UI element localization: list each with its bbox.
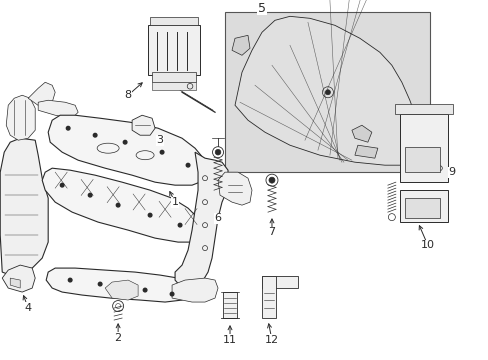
Circle shape <box>68 278 72 282</box>
Polygon shape <box>2 265 35 292</box>
Polygon shape <box>152 82 196 90</box>
Bar <box>152 72 196 82</box>
Circle shape <box>123 140 127 144</box>
Circle shape <box>60 183 64 187</box>
Circle shape <box>186 163 189 167</box>
Polygon shape <box>42 168 202 242</box>
Bar <box>399 114 447 182</box>
Circle shape <box>148 213 152 217</box>
Text: 11: 11 <box>223 335 237 345</box>
Circle shape <box>88 193 92 197</box>
Circle shape <box>268 177 274 183</box>
Polygon shape <box>48 115 207 185</box>
Polygon shape <box>132 115 155 135</box>
Bar <box>399 190 447 222</box>
Polygon shape <box>6 95 35 140</box>
Polygon shape <box>354 145 377 158</box>
Circle shape <box>143 288 146 292</box>
Circle shape <box>325 90 330 95</box>
Text: 7: 7 <box>268 227 275 237</box>
Bar <box>404 198 439 218</box>
Polygon shape <box>38 100 78 118</box>
Circle shape <box>98 282 102 286</box>
Polygon shape <box>175 152 227 288</box>
Circle shape <box>116 203 120 207</box>
Polygon shape <box>262 276 297 288</box>
Text: 4: 4 <box>24 303 32 313</box>
Bar <box>394 104 452 114</box>
Polygon shape <box>10 278 20 288</box>
Bar <box>224 12 429 172</box>
Bar <box>404 147 439 172</box>
Polygon shape <box>218 172 251 205</box>
Polygon shape <box>0 138 48 275</box>
Text: 1: 1 <box>171 197 178 207</box>
Polygon shape <box>105 280 138 300</box>
Circle shape <box>170 292 174 296</box>
Bar <box>150 17 198 25</box>
Bar <box>223 292 237 318</box>
Polygon shape <box>46 268 192 302</box>
Polygon shape <box>262 276 275 318</box>
Circle shape <box>178 223 182 227</box>
Text: 12: 12 <box>264 335 279 345</box>
Polygon shape <box>28 82 55 108</box>
Circle shape <box>66 126 70 130</box>
Text: 9: 9 <box>447 167 454 177</box>
Polygon shape <box>231 35 249 55</box>
Text: 5: 5 <box>258 2 265 15</box>
Text: 3: 3 <box>156 135 163 145</box>
Circle shape <box>160 150 163 154</box>
Polygon shape <box>351 125 371 142</box>
Text: 10: 10 <box>420 240 434 250</box>
Text: 2: 2 <box>114 333 122 343</box>
Polygon shape <box>172 278 218 302</box>
Circle shape <box>215 149 221 155</box>
Circle shape <box>93 134 97 137</box>
Bar <box>148 25 200 75</box>
Text: 8: 8 <box>124 90 131 100</box>
Polygon shape <box>235 16 419 165</box>
Text: 6: 6 <box>214 213 221 223</box>
